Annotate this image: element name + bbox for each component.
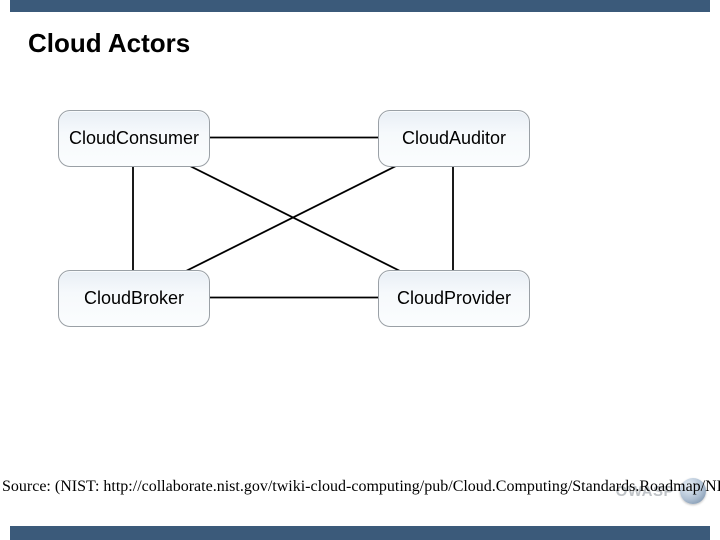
footer-accent-bar	[10, 526, 710, 540]
source-citation: Source: (NIST: http://collaborate.nist.g…	[2, 478, 720, 496]
node-auditor: CloudAuditor	[378, 110, 530, 167]
node-consumer: CloudConsumer	[58, 110, 210, 167]
page-title: Cloud Actors	[28, 28, 190, 59]
header-accent-bar	[10, 0, 710, 12]
node-broker: CloudBroker	[58, 270, 210, 327]
node-provider: CloudProvider	[378, 270, 530, 327]
cloud-actors-diagram: CloudConsumer CloudAuditor CloudBroker Clou…	[28, 100, 588, 360]
